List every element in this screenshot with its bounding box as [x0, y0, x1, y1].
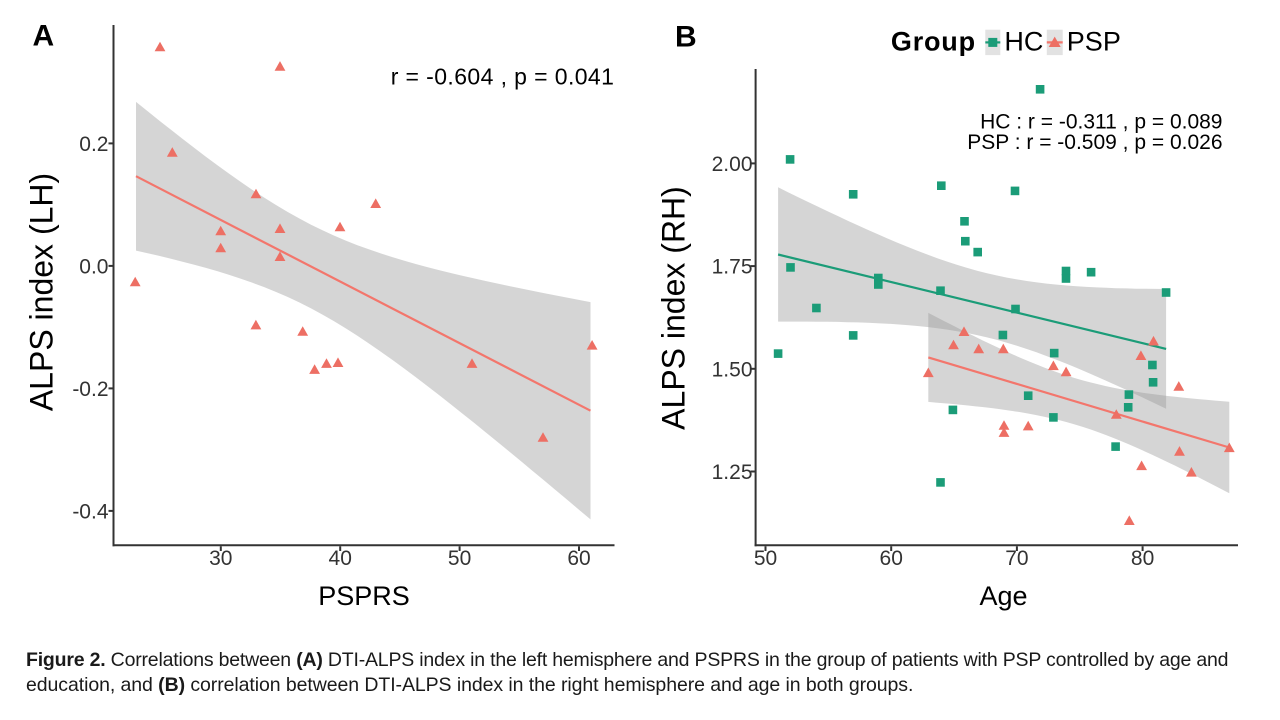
svg-text:1.75: 1.75 — [712, 256, 753, 279]
svg-text:PSP: PSP — [1067, 26, 1121, 56]
svg-text:PSP : r = -0.509 , p = 0.026: PSP : r = -0.509 , p = 0.026 — [967, 131, 1222, 154]
svg-text:50: 50 — [448, 547, 471, 570]
svg-text:30: 30 — [209, 547, 232, 570]
svg-text:2.00: 2.00 — [712, 153, 753, 176]
svg-text:Group: Group — [891, 26, 976, 56]
svg-text:ALPS index (RH): ALPS index (RH) — [656, 186, 692, 430]
svg-text:Age: Age — [979, 581, 1027, 611]
svg-text:0.0: 0.0 — [79, 255, 108, 278]
svg-text:60: 60 — [567, 547, 590, 570]
svg-text:-0.2: -0.2 — [72, 378, 108, 401]
svg-text:40: 40 — [329, 547, 352, 570]
svg-text:70: 70 — [1005, 547, 1028, 570]
svg-text:HC : r = -0.311 , p = 0.089: HC : r = -0.311 , p = 0.089 — [980, 110, 1222, 133]
svg-text:0.2: 0.2 — [79, 133, 108, 156]
svg-text:50: 50 — [754, 547, 777, 570]
svg-text:1.50: 1.50 — [712, 358, 753, 381]
svg-text:A: A — [33, 20, 55, 53]
svg-text:ALPS index (LH): ALPS index (LH) — [24, 173, 60, 411]
svg-text:PSPRS: PSPRS — [318, 581, 410, 611]
svg-text:B: B — [675, 21, 697, 54]
svg-text:80: 80 — [1131, 547, 1154, 570]
svg-text:r = -0.604 , p = 0.041: r = -0.604 , p = 0.041 — [391, 64, 615, 90]
svg-text:60: 60 — [880, 547, 903, 570]
svg-text:HC: HC — [1004, 26, 1043, 56]
svg-text:1.25: 1.25 — [712, 461, 753, 484]
svg-text:-0.4: -0.4 — [72, 500, 109, 523]
